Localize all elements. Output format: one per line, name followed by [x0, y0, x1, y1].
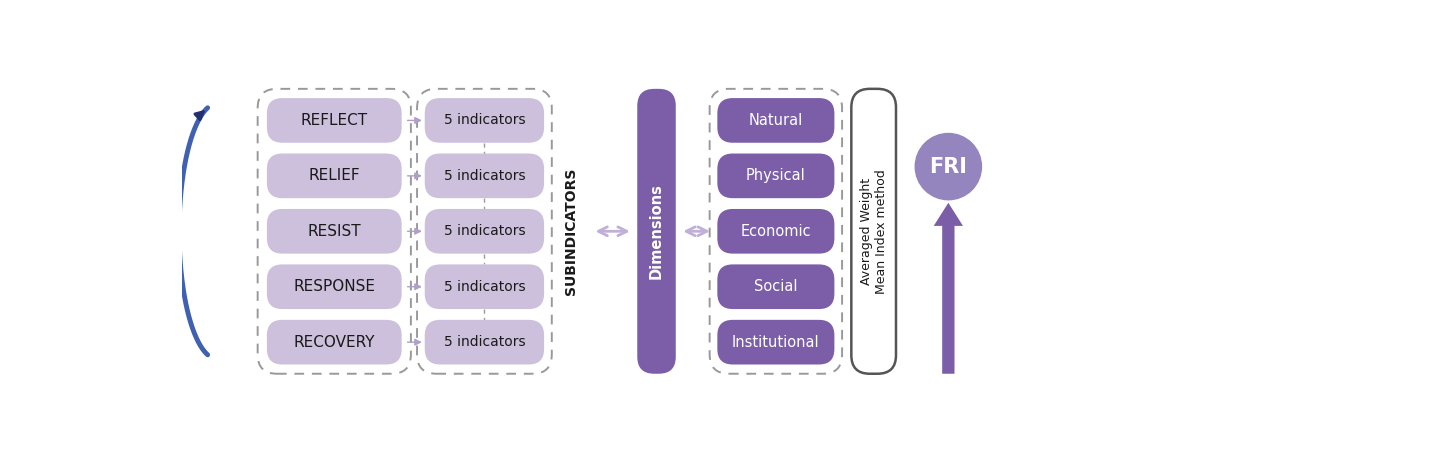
FancyBboxPatch shape [267, 320, 402, 365]
FancyBboxPatch shape [424, 264, 544, 309]
FancyBboxPatch shape [637, 89, 676, 374]
FancyBboxPatch shape [717, 264, 835, 309]
Text: Physical: Physical [746, 169, 806, 183]
Text: Natural: Natural [749, 113, 803, 128]
Text: REFLECT: REFLECT [300, 113, 367, 128]
FancyBboxPatch shape [424, 98, 544, 143]
Text: RELIEF: RELIEF [309, 169, 360, 183]
Text: 5 indicators: 5 indicators [443, 224, 526, 238]
FancyBboxPatch shape [424, 153, 544, 198]
Text: 5 indicators: 5 indicators [443, 169, 526, 183]
FancyBboxPatch shape [424, 209, 544, 254]
FancyBboxPatch shape [717, 209, 835, 254]
Text: Dimensions: Dimensions [649, 183, 664, 279]
FancyBboxPatch shape [424, 320, 544, 365]
Text: RESIST: RESIST [307, 224, 362, 239]
FancyBboxPatch shape [717, 153, 835, 198]
FancyArrow shape [933, 203, 963, 374]
Text: 5 indicators: 5 indicators [443, 114, 526, 127]
FancyBboxPatch shape [717, 320, 835, 365]
Text: RECOVERY: RECOVERY [293, 335, 374, 349]
Text: Averaged Weight
Mean Index method: Averaged Weight Mean Index method [860, 169, 887, 294]
FancyBboxPatch shape [852, 89, 896, 374]
FancyBboxPatch shape [267, 264, 402, 309]
Text: Institutional: Institutional [732, 335, 820, 349]
Text: 5 indicators: 5 indicators [443, 280, 526, 294]
FancyBboxPatch shape [267, 153, 402, 198]
Text: RESPONSE: RESPONSE [293, 279, 376, 294]
Text: FRI: FRI [929, 157, 967, 177]
FancyBboxPatch shape [267, 209, 402, 254]
FancyBboxPatch shape [267, 98, 402, 143]
FancyBboxPatch shape [717, 98, 835, 143]
Text: Economic: Economic [740, 224, 812, 239]
Text: 5 indicators: 5 indicators [443, 335, 526, 349]
Text: SUBINDICATORS: SUBINDICATORS [564, 168, 579, 295]
Text: Social: Social [755, 279, 797, 294]
Circle shape [915, 133, 982, 200]
